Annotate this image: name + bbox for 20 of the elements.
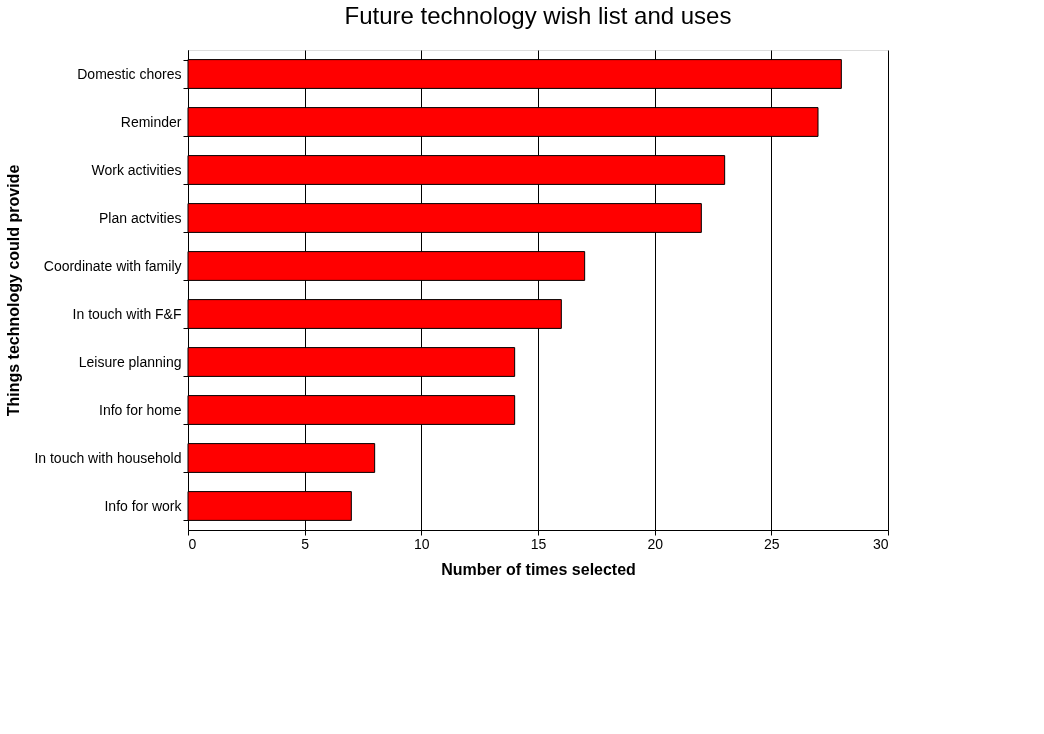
y-tick-label: Plan actvities (99, 209, 182, 226)
y-tick-label: Work activities (91, 161, 182, 178)
y-tick-label: Coordinate with family (43, 257, 182, 274)
y-tick-label: In touch with household (34, 449, 182, 466)
y-axis-title: Things technology could provide (5, 164, 23, 417)
x-tick-label: 0 (188, 535, 197, 552)
x-tick-label: 30 (872, 535, 889, 552)
y-tick-label: Info for work (104, 497, 183, 514)
x-tick-label: 25 (764, 535, 780, 552)
x-tick-label: 20 (647, 535, 664, 552)
y-tick-label: Domestic chores (77, 65, 182, 82)
y-tick-label: In touch with F&F (72, 305, 182, 322)
chart-title: Future technology wish list and uses (344, 2, 732, 29)
x-tick-label: 15 (530, 535, 547, 552)
y-tick-label: Leisure planning (78, 353, 182, 370)
x-tick-label: 10 (414, 535, 430, 552)
y-tick-label: Info for home (99, 401, 182, 418)
y-tick-label: Reminder (120, 113, 182, 130)
x-tick-label: 5 (301, 535, 310, 552)
x-axis-title: Number of times selected (441, 560, 636, 578)
